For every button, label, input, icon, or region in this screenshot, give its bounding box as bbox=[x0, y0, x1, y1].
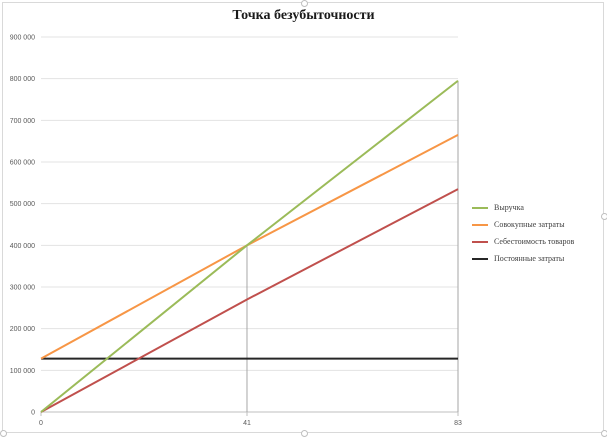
y-tick-label: 700 000 bbox=[10, 118, 35, 125]
series-lines bbox=[40, 79, 459, 413]
legend-swatch bbox=[472, 223, 488, 226]
y-tick-label: 200 000 bbox=[10, 326, 35, 333]
y-tick-label: 100 000 bbox=[10, 368, 35, 375]
y-tick-label: 600 000 bbox=[10, 160, 35, 167]
legend-label: Постоянные затраты bbox=[494, 254, 565, 263]
x-tick-label: 0 bbox=[39, 420, 43, 427]
legend-item: Постоянные затраты bbox=[472, 250, 574, 267]
x-drop-lines bbox=[246, 80, 459, 412]
series-line bbox=[40, 188, 459, 413]
resize-handle-right[interactable] bbox=[601, 213, 607, 220]
y-tick-label: 0 bbox=[31, 410, 35, 417]
resize-handle-top[interactable] bbox=[301, 0, 308, 7]
series-line bbox=[40, 134, 459, 360]
x-axis-ticks: 0 41 83 bbox=[39, 412, 462, 427]
y-axis-ticks: 0 100 000 200 000 300 000 400 000 500 000 600 … bbox=[10, 35, 35, 417]
series-line bbox=[40, 79, 459, 413]
gridlines bbox=[41, 36, 458, 413]
legend-swatch bbox=[472, 240, 488, 243]
y-tick-label: 400 000 bbox=[10, 243, 35, 250]
x-tick-label: 83 bbox=[454, 420, 462, 427]
y-tick-label: 800 000 bbox=[10, 76, 35, 83]
legend-label: Себестоимость товаров bbox=[494, 237, 575, 246]
y-tick-label: 300 000 bbox=[10, 285, 35, 292]
y-tick-label: 900 000 bbox=[10, 35, 35, 42]
legend-swatch bbox=[472, 206, 488, 209]
y-tick-label: 500 000 bbox=[10, 201, 35, 208]
chart-title: Точка безубыточности bbox=[232, 8, 375, 23]
chart-legend: Выручка Совокупные затраты Себестоимость т… bbox=[472, 199, 574, 267]
legend-label: Выручка bbox=[494, 203, 524, 212]
legend-item: Себестоимость товаров bbox=[472, 233, 574, 250]
legend-label: Совокупные затраты bbox=[494, 220, 565, 229]
legend-item: Выручка bbox=[472, 199, 574, 216]
legend-item: Совокупные затраты bbox=[472, 216, 574, 233]
legend-swatch bbox=[472, 257, 488, 260]
x-tick-label: 41 bbox=[243, 420, 251, 427]
